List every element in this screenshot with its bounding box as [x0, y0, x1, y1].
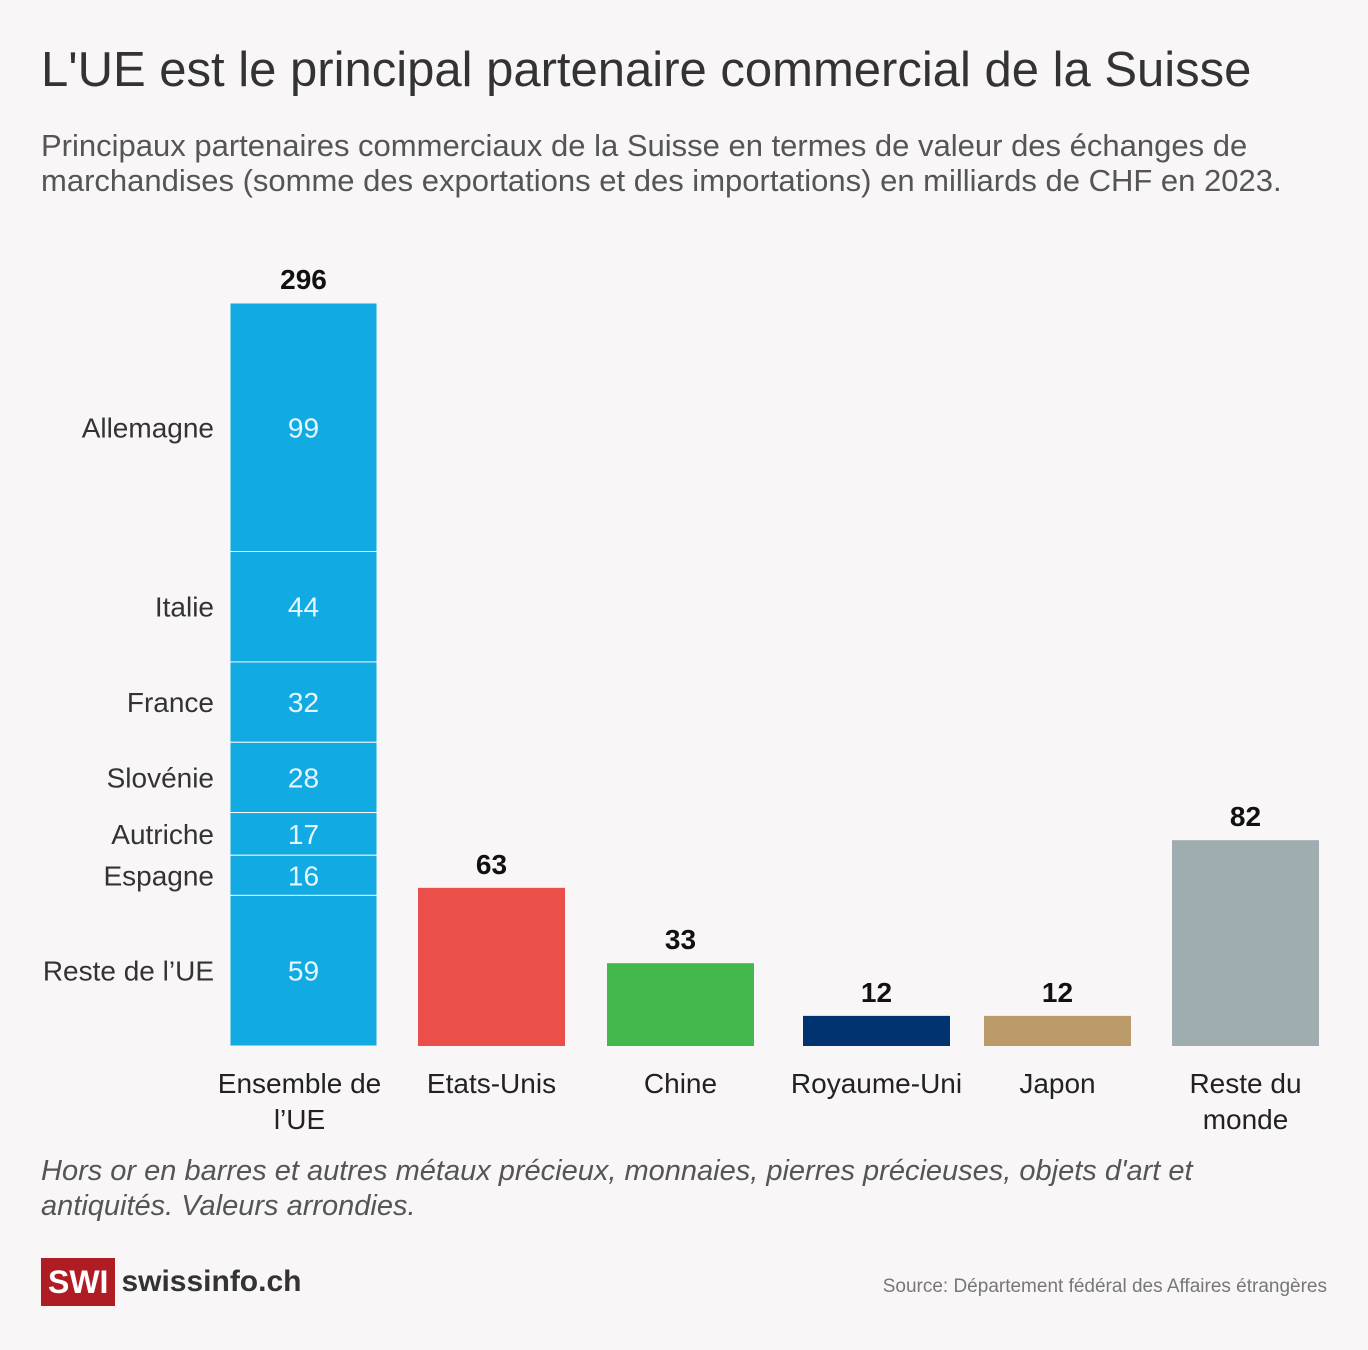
- category-label: monde: [1203, 1104, 1289, 1135]
- chart-subtitle: Principaux partenaires commerciaux de la…: [41, 128, 1282, 198]
- segment-value-label: 99: [288, 412, 319, 443]
- category-label: l’UE: [274, 1104, 325, 1135]
- category-label: Etats-Unis: [427, 1068, 556, 1099]
- bar-value-label: 296: [280, 264, 327, 295]
- bar: [418, 887, 565, 1046]
- logo-brand: swissinfo.ch: [121, 1265, 302, 1298]
- segment-country-label: Allemagne: [82, 412, 214, 443]
- bar: [803, 1015, 950, 1046]
- segment-value-label: 32: [288, 687, 319, 718]
- bar-segment: [229, 302, 378, 553]
- category-label: Japon: [1019, 1068, 1095, 1099]
- bar-segment: [229, 894, 378, 1047]
- segment-value-label: 28: [288, 762, 319, 793]
- segment-country-label: France: [127, 687, 214, 718]
- category-label: Reste du: [1189, 1068, 1301, 1099]
- bar: [1172, 840, 1319, 1046]
- category-label: Royaume-Uni: [791, 1068, 962, 1099]
- category-label: Chine: [644, 1068, 717, 1099]
- logo-badge: SWI: [41, 1258, 116, 1306]
- bar: [607, 963, 754, 1046]
- source-text: Source: Département fédéral des Affaires…: [882, 1276, 1327, 1297]
- segment-country-label: Espagne: [103, 860, 214, 891]
- swissinfo-logo[interactable]: SWI swissinfo.ch: [41, 1258, 301, 1306]
- segment-country-label: Reste de l’UE: [43, 956, 214, 987]
- bar-value-label: 12: [1042, 977, 1073, 1008]
- bar-value-label: 63: [476, 849, 507, 880]
- segment-country-label: Autriche: [111, 819, 214, 850]
- bar-segment: [229, 854, 378, 896]
- bar-value-label: 33: [665, 924, 696, 955]
- segment-value-label: 44: [288, 592, 319, 623]
- category-label: Ensemble de: [218, 1068, 381, 1099]
- bar-value-label: 12: [861, 977, 892, 1008]
- bar-value-label: 82: [1230, 801, 1261, 832]
- segment-country-label: Italie: [155, 592, 214, 623]
- segment-value-label: 59: [288, 956, 319, 987]
- bar: [984, 1015, 1131, 1046]
- chart-note: Hors or en barres et autres métaux préci…: [41, 1155, 1193, 1222]
- segment-country-label: Slovénie: [107, 762, 214, 793]
- segment-value-label: 17: [288, 819, 319, 850]
- segment-value-label: 16: [288, 860, 319, 891]
- chart-title: L'UE est le principal partenaire commerc…: [41, 43, 1252, 97]
